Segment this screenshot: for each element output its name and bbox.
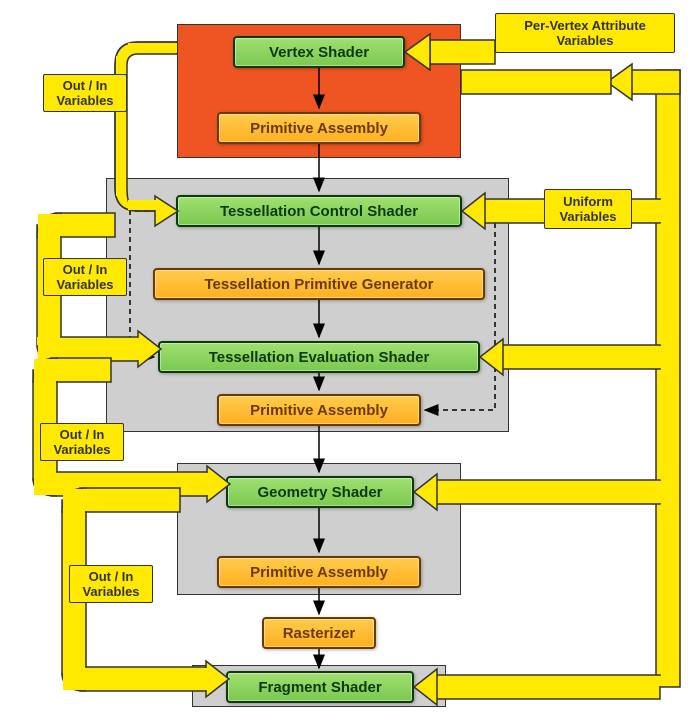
stage-fragment-shader: Fragment Shader bbox=[226, 671, 414, 703]
stage-label: Tessellation Evaluation Shader bbox=[209, 349, 430, 366]
stage-vertex-shader: Vertex Shader bbox=[233, 36, 405, 68]
stage-rasterizer: Rasterizer bbox=[262, 617, 376, 649]
stage-tess-eval-shader: Tessellation Evaluation Shader bbox=[158, 341, 480, 373]
stage-label: Tessellation Primitive Generator bbox=[205, 276, 434, 293]
label-per-vertex: Per-Vertex Attribute Variables bbox=[495, 13, 675, 53]
label-text: Uniform Variables bbox=[559, 194, 616, 224]
label-text: Out / In Variables bbox=[53, 427, 110, 457]
label-outin-2: Out / In Variables bbox=[43, 258, 127, 296]
stage-primitive-assembly-1: Primitive Assembly bbox=[217, 112, 421, 144]
stage-geometry-shader: Geometry Shader bbox=[226, 476, 414, 508]
stage-label: Geometry Shader bbox=[257, 484, 382, 501]
stage-tess-control-shader: Tessellation Control Shader bbox=[176, 195, 462, 227]
stage-label: Primitive Assembly bbox=[250, 564, 388, 581]
label-outin-1: Out / In Variables bbox=[43, 74, 127, 112]
label-text: Out / In Variables bbox=[56, 78, 113, 108]
stage-label: Vertex Shader bbox=[269, 44, 369, 61]
label-outin-3: Out / In Variables bbox=[40, 423, 124, 461]
label-text: Out / In Variables bbox=[82, 569, 139, 599]
stage-label: Primitive Assembly bbox=[250, 120, 388, 137]
label-outin-4: Out / In Variables bbox=[69, 565, 153, 603]
stage-label: Primitive Assembly bbox=[250, 402, 388, 419]
label-text: Per-Vertex Attribute Variables bbox=[524, 18, 646, 48]
stage-label: Fragment Shader bbox=[258, 679, 381, 696]
stage-tess-prim-generator: Tessellation Primitive Generator bbox=[153, 268, 485, 300]
stage-label: Tessellation Control Shader bbox=[220, 203, 418, 220]
stage-primitive-assembly-3: Primitive Assembly bbox=[217, 556, 421, 588]
stage-label: Rasterizer bbox=[283, 625, 356, 642]
stage-primitive-assembly-2: Primitive Assembly bbox=[217, 394, 421, 426]
label-text: Out / In Variables bbox=[56, 262, 113, 292]
label-uniform: Uniform Variables bbox=[544, 189, 632, 229]
